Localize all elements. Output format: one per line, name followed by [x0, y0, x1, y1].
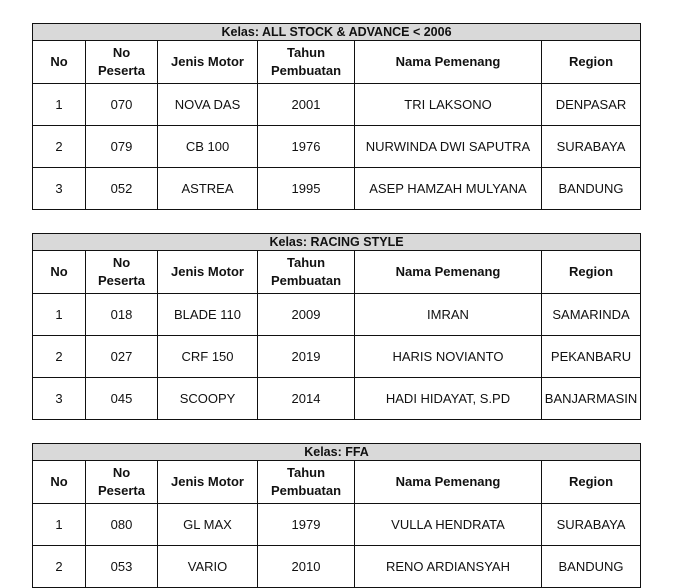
- cell: 079: [85, 125, 158, 168]
- cell: 3: [32, 167, 86, 210]
- cell: 018: [85, 293, 158, 336]
- header-row: No No Peserta Jenis Motor Tahun Pembuatan Na…: [32, 250, 642, 294]
- column-header: Region: [540, 460, 642, 504]
- column-header: Region: [540, 250, 642, 294]
- cell: 027: [85, 335, 158, 378]
- table-title: Kelas: RACING STYLE: [31, 233, 642, 251]
- column-header: No: [32, 250, 86, 294]
- cell: 2014: [257, 377, 355, 420]
- cell: CRF 150: [157, 335, 258, 378]
- cell: BANDUNG: [540, 545, 642, 588]
- column-header: Tahun Pembuatan: [257, 460, 355, 504]
- column-header: Region: [540, 40, 642, 84]
- data-row: 1 080 GL MAX 1979 VULLA HENDRATA SURABAYA: [32, 503, 642, 546]
- title-row: Kelas: FFA: [31, 443, 642, 461]
- column-header: No: [32, 460, 86, 504]
- cell: 2001: [257, 83, 355, 126]
- column-header: No Peserta: [85, 250, 158, 294]
- cell: 070: [85, 83, 158, 126]
- cell: 2009: [257, 293, 355, 336]
- cell: 1: [32, 293, 86, 336]
- table-title: Kelas: ALL STOCK & ADVANCE < 2006: [31, 23, 642, 41]
- header-row: No No Peserta Jenis Motor Tahun Pembuatan Na…: [32, 40, 642, 84]
- cell: 053: [85, 545, 158, 588]
- cell: VARIO: [157, 545, 258, 588]
- cell: RENO ARDIANSYAH: [354, 545, 542, 588]
- column-header: No Peserta: [85, 460, 158, 504]
- cell: HADI HIDAYAT, S.PD: [354, 377, 542, 420]
- cell: 2: [32, 125, 86, 168]
- cell: 1995: [257, 167, 355, 210]
- cell: IMRAN: [354, 293, 542, 336]
- cell: 1: [32, 503, 86, 546]
- data-row: 2 027 CRF 150 2019 HARIS NOVIANTO PEKANBARU: [32, 335, 642, 378]
- cell: SCOOPY: [157, 377, 258, 420]
- cell: 2010: [257, 545, 355, 588]
- cell: BLADE 110: [157, 293, 258, 336]
- winner-table: Kelas: ALL STOCK & ADVANCE < 2006 No No Pe…: [31, 23, 642, 210]
- cell: ASTREA: [157, 167, 258, 210]
- cell: HARIS NOVIANTO: [354, 335, 542, 378]
- cell: TRI LAKSONO: [354, 83, 542, 126]
- cell: 052: [85, 167, 158, 210]
- cell: DENPASAR: [540, 83, 642, 126]
- column-header: No Peserta: [85, 40, 158, 84]
- cell: SURABAYA: [540, 503, 642, 546]
- column-header: No: [32, 40, 86, 84]
- data-row: 1 018 BLADE 110 2009 IMRAN SAMARINDA: [32, 293, 642, 336]
- table-title: Kelas: FFA: [31, 443, 642, 461]
- header-row: No No Peserta Jenis Motor Tahun Pembuatan Na…: [32, 460, 642, 504]
- cell: GL MAX: [157, 503, 258, 546]
- data-row: 3 045 SCOOPY 2014 HADI HIDAYAT, S.PD BANJARMA…: [32, 377, 642, 420]
- cell: 2019: [257, 335, 355, 378]
- cell: 080: [85, 503, 158, 546]
- column-header: Jenis Motor: [157, 250, 258, 294]
- column-header: Tahun Pembuatan: [257, 40, 355, 84]
- cell: SAMARINDA: [540, 293, 642, 336]
- cell: 2: [32, 335, 86, 378]
- cell: NURWINDA DWI SAPUTRA: [354, 125, 542, 168]
- cell: 1976: [257, 125, 355, 168]
- cell: 1: [32, 83, 86, 126]
- column-header: Nama Pemenang: [354, 250, 542, 294]
- cell: NOVA DAS: [157, 83, 258, 126]
- cell: CB 100: [157, 125, 258, 168]
- data-row: 1 070 NOVA DAS 2001 TRI LAKSONO DENPASAR: [32, 83, 642, 126]
- column-header: Tahun Pembuatan: [257, 250, 355, 294]
- column-header: Jenis Motor: [157, 460, 258, 504]
- winner-table: Kelas: RACING STYLE No No Peserta Jenis Mot…: [31, 233, 642, 420]
- winner-table: Kelas: FFA No No Peserta Jenis Motor Tahun P…: [31, 443, 642, 588]
- cell: 045: [85, 377, 158, 420]
- cell: PEKANBARU: [540, 335, 642, 378]
- cell: BANDUNG: [540, 167, 642, 210]
- title-row: Kelas: RACING STYLE: [31, 233, 642, 251]
- column-header: Jenis Motor: [157, 40, 258, 84]
- data-row: 3 052 ASTREA 1995 ASEP HAMZAH MULYANA BANDUNG: [32, 167, 642, 210]
- data-row: 2 079 CB 100 1976 NURWINDA DWI SAPUTRA SURABA…: [32, 125, 642, 168]
- cell: VULLA HENDRATA: [354, 503, 542, 546]
- cell: 1979: [257, 503, 355, 546]
- cell: ASEP HAMZAH MULYANA: [354, 167, 542, 210]
- column-header: Nama Pemenang: [354, 460, 542, 504]
- cell: 3: [32, 377, 86, 420]
- data-row: 2 053 VARIO 2010 RENO ARDIANSYAH BANDUNG: [32, 545, 642, 588]
- cell: BANJARMASIN: [540, 377, 642, 420]
- title-row: Kelas: ALL STOCK & ADVANCE < 2006: [31, 23, 642, 41]
- cell: 2: [32, 545, 86, 588]
- column-header: Nama Pemenang: [354, 40, 542, 84]
- cell: SURABAYA: [540, 125, 642, 168]
